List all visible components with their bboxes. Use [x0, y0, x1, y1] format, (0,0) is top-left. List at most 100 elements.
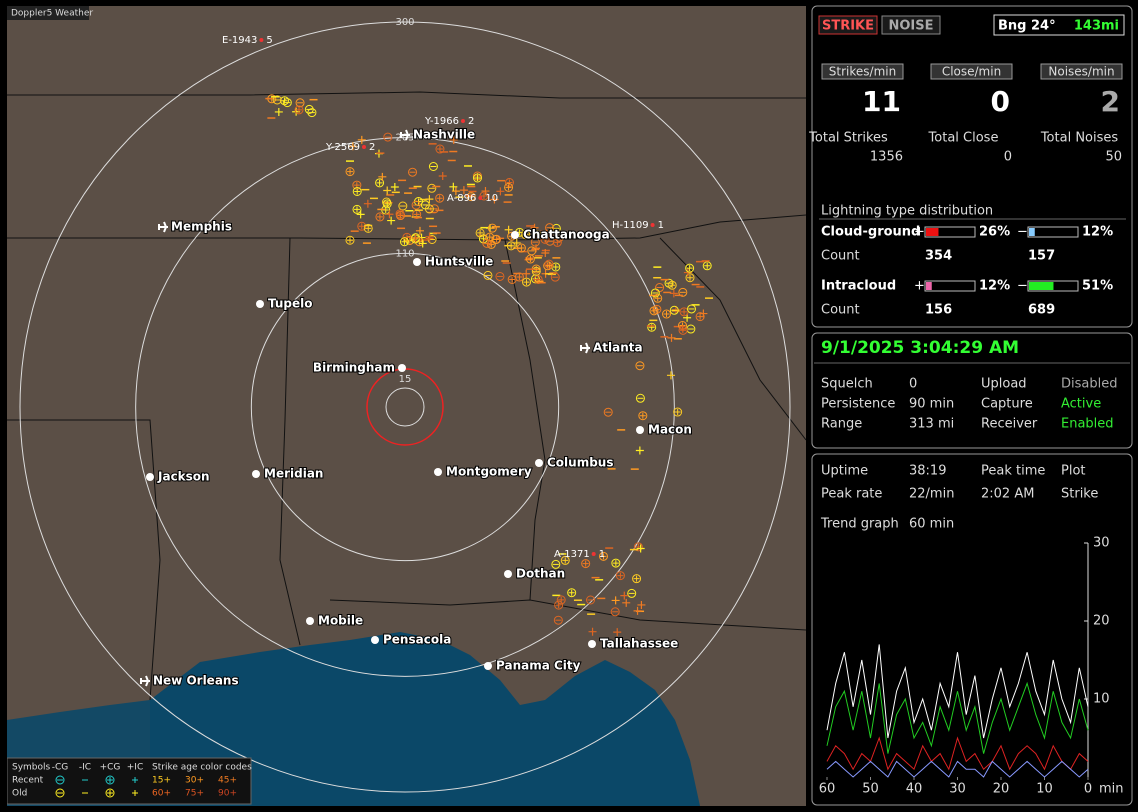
strike-symbol: [627, 588, 637, 598]
strike-symbol: [509, 276, 516, 283]
status-label: Range: [821, 417, 862, 432]
storm-labels: E-1943 5 Y-1966 2 Y-2569 2 A-896 10 H-1109 1 A-137…: [222, 35, 664, 560]
stats: Uptime 38:19 Peak rate 22/min Peak time 2:02 …: [821, 464, 1098, 502]
stat-label: Uptime: [821, 464, 868, 479]
bar-track: [1027, 226, 1079, 238]
count: 689: [1028, 303, 1055, 318]
city-label: Meridian: [264, 467, 323, 481]
strike-symbol: [354, 188, 361, 195]
strike-button-text[interactable]: STRIKE: [822, 19, 874, 34]
legend-age-title: Strike age color codes: [152, 763, 252, 773]
gulf-of-mexico: [150, 632, 700, 806]
strike-symbol: [295, 106, 302, 113]
sign: −: [1017, 225, 1028, 240]
storm-dot: [650, 223, 655, 227]
status-value: 0: [909, 377, 917, 392]
city-dot: [588, 640, 596, 648]
strike-symbol: [653, 293, 663, 303]
strike-symbol: [567, 588, 577, 598]
map-title: Doppler5 Weather: [11, 9, 93, 19]
trend-window: 60 min: [909, 517, 954, 532]
legend-age: 90+: [218, 789, 237, 799]
strike-symbol: [521, 230, 531, 240]
strike-symbol: [378, 172, 387, 181]
city-label: Dothan: [516, 567, 565, 581]
strike-symbol: [636, 544, 645, 553]
noise-button-text[interactable]: NOISE: [888, 19, 933, 34]
strike-symbol: [413, 211, 420, 218]
x-tick-label: 20: [993, 782, 1010, 797]
panel-stats: [811, 453, 1133, 806]
bar-fill: [1029, 228, 1035, 236]
strike-symbol: [674, 409, 681, 416]
strike-symbol: [667, 280, 677, 290]
city-label: Birmingham: [313, 361, 395, 375]
city-label: Tallahassee: [600, 637, 678, 651]
strike-symbol: [556, 595, 566, 605]
strike-symbol: [495, 271, 505, 281]
strike-symbol: [425, 232, 434, 241]
strike-symbol: [436, 146, 443, 153]
type-label: Cloud-ground: [821, 225, 920, 240]
strike-symbol: [506, 241, 516, 251]
strike-symbol: [669, 305, 679, 315]
legend-symbols-title: Symbols: [12, 763, 51, 773]
rates: Strikes/min 11 Total Strikes 1356 Close/min 0…: [808, 63, 1123, 165]
strike-symbol: [482, 238, 492, 248]
city-dot: [484, 662, 492, 670]
strike-symbol: [545, 223, 555, 233]
total-label: Total Close: [928, 131, 999, 146]
noise-button[interactable]: [881, 15, 941, 35]
strike-symbol: [518, 245, 525, 252]
strike-symbol: [530, 223, 539, 232]
strike-symbols: [265, 94, 713, 637]
strike-symbol: [560, 555, 570, 565]
strike-symbol: [686, 265, 693, 272]
strike-symbol: [620, 591, 629, 600]
total-value: 50: [1105, 150, 1122, 165]
legend-type: +CG: [100, 763, 121, 773]
status-label: Upload: [981, 377, 1027, 392]
city-label: New Orleans: [153, 674, 239, 688]
strike-symbol: [399, 237, 409, 247]
strike-symbol: [663, 311, 670, 318]
strike-symbol: [307, 108, 317, 118]
strike-button[interactable]: [818, 15, 878, 35]
strike-symbol: [588, 627, 597, 636]
strike-symbol: [483, 270, 493, 280]
type-label: Intracloud: [821, 279, 896, 294]
strike-symbol: [474, 175, 481, 182]
legend-symbol: [107, 777, 113, 783]
strike-symbol: [449, 182, 458, 191]
strike-symbol: [653, 306, 660, 313]
city-dot: [371, 636, 379, 644]
strike-symbol: [551, 223, 561, 233]
rate-label: Noises/min: [1048, 65, 1114, 79]
strike-symbol: [491, 235, 501, 245]
trend-graph: 10 20 30 60 50 40 30 20 10 0 min: [819, 536, 1124, 797]
legend-age: 60+: [152, 789, 171, 799]
stat-value: Strike: [1061, 487, 1098, 502]
bar-fill: [926, 228, 939, 236]
city-label: Pensacola: [383, 633, 451, 647]
city-dot: [636, 426, 644, 434]
strike-symbol: [479, 255, 488, 264]
city-label: Montgomery: [446, 465, 532, 479]
range-ring: [250, 252, 560, 562]
airport-icon: [140, 675, 150, 687]
distance: 143mi: [1074, 19, 1119, 34]
strike-symbol: [418, 239, 427, 248]
strike-symbol: [702, 261, 712, 271]
storm-id: Y-1966: [424, 116, 459, 127]
strike-symbol: [525, 254, 535, 264]
city-dot: [306, 617, 314, 625]
city-dot: [535, 459, 543, 467]
strike-symbol: [395, 209, 405, 219]
x-tick-label: 50: [862, 782, 879, 797]
strike-symbol: [438, 172, 447, 181]
rate-label-box: [821, 63, 904, 80]
sign: −: [1017, 279, 1028, 294]
strike-symbol: [472, 173, 482, 183]
